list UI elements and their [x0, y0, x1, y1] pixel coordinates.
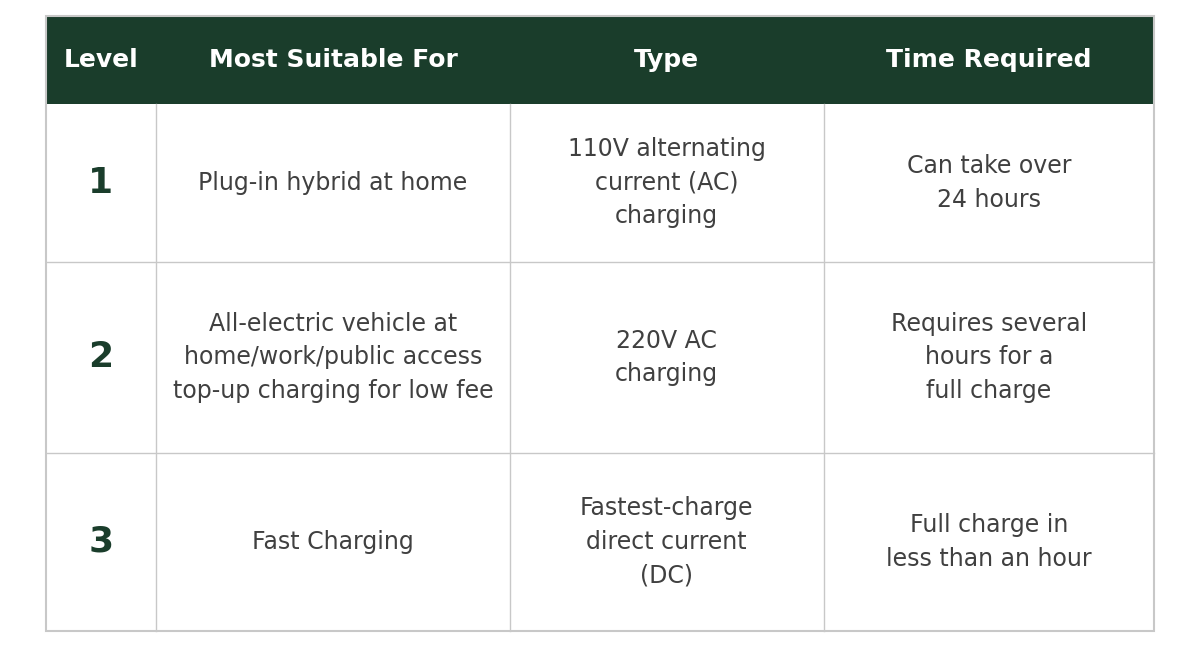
Text: Fast Charging: Fast Charging — [252, 530, 414, 554]
Text: Plug-in hybrid at home: Plug-in hybrid at home — [198, 171, 468, 195]
Text: Full charge in
less than an hour: Full charge in less than an hour — [886, 513, 1092, 571]
Text: Requires several
hours for a
full charge: Requires several hours for a full charge — [890, 312, 1087, 403]
Text: 2: 2 — [88, 340, 113, 375]
Text: Most Suitable For: Most Suitable For — [209, 48, 457, 72]
Bar — [46, 262, 1154, 453]
Text: Time Required: Time Required — [887, 48, 1092, 72]
Text: Type: Type — [634, 48, 700, 72]
Text: 220V AC
charging: 220V AC charging — [616, 329, 719, 386]
Bar — [46, 104, 1154, 262]
Text: Level: Level — [64, 48, 138, 72]
Text: Fastest-charge
direct current
(DC): Fastest-charge direct current (DC) — [580, 496, 754, 587]
Text: All-electric vehicle at
home/work/public access
top-up charging for low fee: All-electric vehicle at home/work/public… — [173, 312, 493, 403]
Text: Can take over
24 hours: Can take over 24 hours — [907, 154, 1072, 212]
Text: 1: 1 — [88, 166, 113, 200]
Bar — [46, 16, 1154, 104]
Text: 110V alternating
current (AC)
charging: 110V alternating current (AC) charging — [568, 137, 766, 228]
Bar — [46, 453, 1154, 631]
Text: 3: 3 — [88, 525, 113, 559]
